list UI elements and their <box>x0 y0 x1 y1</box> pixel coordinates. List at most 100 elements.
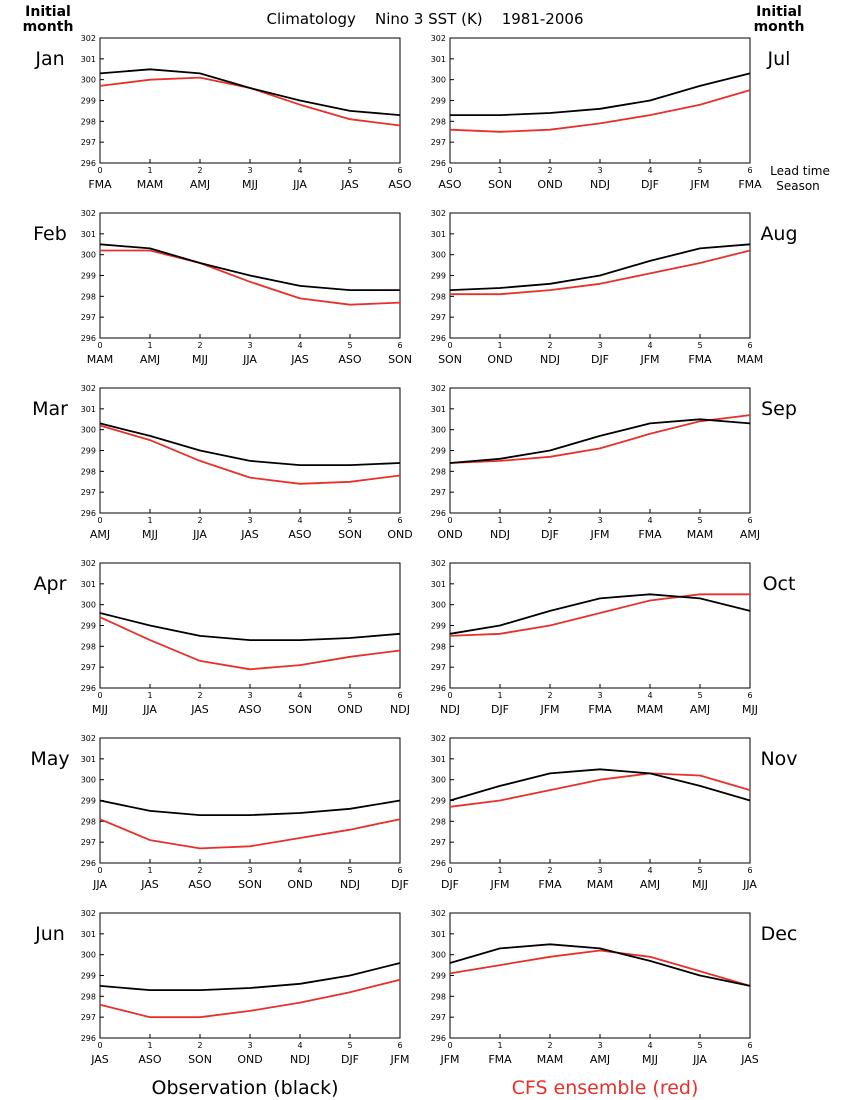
season-tick-label: JAS <box>340 178 359 191</box>
y-tick-label: 300 <box>81 951 96 960</box>
x-tick-number: 2 <box>547 166 552 175</box>
season-tick-label: DJF <box>341 1053 359 1066</box>
season-tick-label: ASO <box>438 178 462 191</box>
initial-month-label: Feb <box>33 223 67 245</box>
plot-frame <box>99 912 401 1039</box>
x-tick-number: 4 <box>297 341 302 350</box>
x-tick-number: 2 <box>197 516 202 525</box>
observation-series-line <box>449 943 751 987</box>
x-tick-number: 6 <box>397 341 402 350</box>
season-tick-label: FMA <box>538 878 562 891</box>
x-tick-number: 5 <box>697 166 702 175</box>
cfs-series-line <box>99 818 401 850</box>
x-tick-number: 6 <box>747 1041 752 1050</box>
season-tick-label: OND <box>237 1053 262 1066</box>
observation-series-line <box>99 799 401 816</box>
x-tick-number: 3 <box>597 866 602 875</box>
x-tick-number: 5 <box>347 691 352 700</box>
initial-month-label: Apr <box>34 573 67 595</box>
y-tick-label: 299 <box>81 972 96 981</box>
panels-group: 2962972982993003013020FMA1MAM2AMJ3MJJ4JJ… <box>30 34 797 1066</box>
y-tick-label: 300 <box>431 426 446 435</box>
x-tick-number: 2 <box>197 691 202 700</box>
y-tick-label: 298 <box>81 642 96 651</box>
x-tick-number: 0 <box>447 516 452 525</box>
left-initial-month-label-line1: Initial <box>25 4 71 20</box>
x-tick-number: 2 <box>547 341 552 350</box>
season-tick-label: AMJ <box>640 878 660 891</box>
y-tick-label: 299 <box>81 447 96 456</box>
season-tick-label: DJF <box>641 178 659 191</box>
x-tick-number: 4 <box>297 1041 302 1050</box>
y-tick-label: 298 <box>81 992 96 1001</box>
season-tick-label: JFM <box>389 1053 409 1066</box>
initial-month-label: Mar <box>32 398 68 420</box>
season-tick-label: SON <box>188 1053 212 1066</box>
y-tick-label: 296 <box>81 334 96 343</box>
season-tick-label: MJJ <box>242 178 258 191</box>
x-tick-number: 4 <box>647 866 652 875</box>
x-tick-number: 5 <box>697 691 702 700</box>
y-tick-label: 299 <box>431 447 446 456</box>
x-tick-number: 0 <box>447 691 452 700</box>
x-tick-number: 3 <box>597 516 602 525</box>
y-tick-label: 296 <box>431 334 446 343</box>
season-tick-label: JJA <box>242 353 257 366</box>
y-tick-label: 299 <box>81 622 96 631</box>
season-tick-label: JFM <box>689 178 709 191</box>
season-tick-label: AMJ <box>190 178 210 191</box>
x-tick-number: 3 <box>247 516 252 525</box>
x-tick-number: 5 <box>347 166 352 175</box>
season-tick-label: FMA <box>638 528 662 541</box>
x-tick-number: 4 <box>647 516 652 525</box>
y-tick-label: 298 <box>431 292 446 301</box>
y-tick-label: 299 <box>81 97 96 106</box>
y-tick-label: 302 <box>431 34 446 43</box>
x-tick-number: 1 <box>497 691 502 700</box>
y-tick-label: 297 <box>431 138 446 147</box>
plot-frame <box>99 737 401 864</box>
panel-apr: 296 297 298 299 300 301 302 0 MJJ 1 JJA 2 JAS 3 ASO 4 SO… <box>34 559 410 716</box>
y-tick-label: 302 <box>431 384 446 393</box>
y-tick-label: 297 <box>431 313 446 322</box>
panel-mar: 296 297 298 299 300 301 302 0 AMJ 1 MJJ 2 JJA 3 JAS 4 AS… <box>32 384 413 541</box>
initial-month-label: Aug <box>760 223 797 245</box>
y-tick-label: 300 <box>81 601 96 610</box>
y-tick-label: 302 <box>81 559 96 568</box>
x-tick-number: 4 <box>297 691 302 700</box>
y-tick-label: 301 <box>431 55 446 64</box>
y-tick-label: 297 <box>81 1013 96 1022</box>
x-tick-number: 1 <box>497 516 502 525</box>
season-label: Season <box>776 179 820 193</box>
initial-month-label: Dec <box>761 923 798 945</box>
y-tick-label: 297 <box>81 838 96 847</box>
right-initial-month-label-line1: Initial <box>756 4 802 20</box>
y-tick-label: 296 <box>431 509 446 518</box>
season-tick-label: SON <box>388 353 412 366</box>
cfs-series-line <box>449 593 750 637</box>
x-tick-number: 6 <box>747 516 752 525</box>
y-tick-label: 296 <box>431 1034 446 1043</box>
x-tick-number: 3 <box>247 341 252 350</box>
x-tick-number: 0 <box>447 341 452 350</box>
x-tick-number: 0 <box>97 1041 102 1050</box>
season-tick-label: JAS <box>740 1053 759 1066</box>
season-tick-label: DJF <box>591 353 609 366</box>
y-tick-label: 302 <box>431 209 446 218</box>
season-tick-label: OND <box>387 528 412 541</box>
initial-month-label: Jun <box>34 923 65 945</box>
y-tick-label: 296 <box>81 159 96 168</box>
season-tick-label: AMJ <box>690 703 710 716</box>
cfs-series-line <box>449 414 751 464</box>
season-tick-label: MJJ <box>692 878 708 891</box>
x-tick-number: 2 <box>197 866 202 875</box>
cfs-series-line <box>450 249 751 296</box>
y-tick-label: 301 <box>431 755 446 764</box>
observation-series-line <box>99 243 400 292</box>
y-tick-label: 296 <box>81 509 96 518</box>
season-tick-label: MJJ <box>92 703 108 716</box>
y-tick-label: 300 <box>431 776 446 785</box>
x-tick-number: 1 <box>147 866 152 875</box>
season-tick-label: MAM <box>537 1053 564 1066</box>
x-tick-number: 4 <box>297 516 302 525</box>
